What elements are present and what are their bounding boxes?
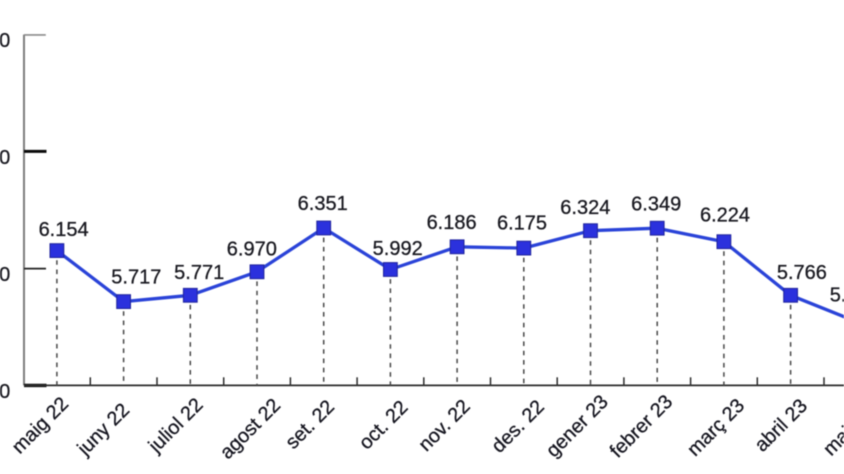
- svg-text:agost 22: agost 22: [216, 394, 285, 463]
- svg-text:5.717: 5.717: [111, 266, 161, 288]
- svg-text:5.766: 5.766: [777, 262, 827, 284]
- svg-text:5.992: 5.992: [373, 238, 423, 260]
- svg-text:5.771: 5.771: [174, 262, 224, 284]
- svg-text:març 23: març 23: [683, 395, 749, 461]
- svg-text:6.349: 6.349: [631, 193, 681, 215]
- svg-text:6.324: 6.324: [560, 197, 610, 219]
- svg-text:6.224: 6.224: [700, 204, 750, 226]
- svg-text:oct. 22: oct. 22: [355, 396, 413, 454]
- svg-text:6.175: 6.175: [497, 212, 547, 234]
- svg-text:maig 22: maig 22: [8, 393, 73, 458]
- svg-text:6.000: 6.000: [0, 264, 10, 286]
- svg-text:juliol 22: juliol 22: [144, 394, 208, 458]
- svg-text:des. 22: des. 22: [487, 396, 548, 457]
- svg-text:maig 23: maig 23: [819, 395, 844, 460]
- svg-text:5.000: 5.000: [0, 381, 10, 403]
- svg-text:gener 23: gener 23: [542, 391, 613, 462]
- svg-text:6.154: 6.154: [39, 219, 89, 241]
- svg-text:6.351: 6.351: [298, 193, 348, 215]
- svg-text:nov. 22: nov. 22: [414, 395, 474, 455]
- svg-text:6.970: 6.970: [227, 239, 277, 261]
- svg-text:5.522: 5.522: [830, 285, 844, 307]
- svg-text:7.000: 7.000: [0, 147, 10, 169]
- svg-text:febrer 23: febrer 23: [606, 391, 678, 463]
- svg-text:set. 22: set. 22: [281, 396, 339, 454]
- svg-text:6.186: 6.186: [427, 212, 477, 234]
- svg-text:abril 23: abril 23: [750, 395, 811, 456]
- svg-text:8.000: 8.000: [0, 30, 10, 52]
- svg-text:juny 22: juny 22: [73, 399, 134, 460]
